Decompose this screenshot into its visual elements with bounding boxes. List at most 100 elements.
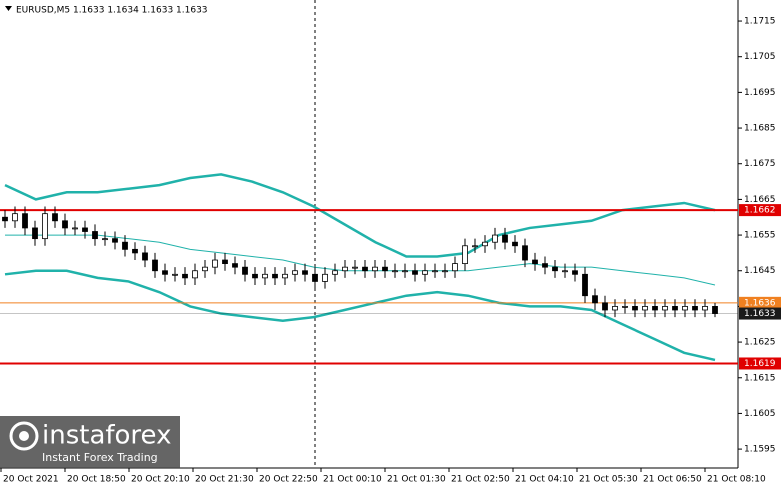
- level-label-box: [739, 357, 781, 370]
- candle-body: [172, 273, 178, 276]
- candle-body: [82, 227, 88, 232]
- y-tick-label: 1.1715: [744, 17, 776, 27]
- candle-body: [582, 273, 588, 297]
- x-tick-label: 20 Oct 20:10: [131, 475, 190, 485]
- candle-body: [502, 234, 508, 243]
- candle-body: [472, 245, 478, 248]
- candle-body: [32, 227, 38, 240]
- candle-body: [392, 270, 398, 273]
- candle-body: [92, 231, 98, 240]
- candle-body: [372, 266, 378, 272]
- candle-body: [672, 306, 678, 311]
- candle-body: [682, 306, 688, 311]
- candle-body: [712, 306, 718, 314]
- candle-body: [702, 306, 708, 311]
- level-label: 1.1636: [744, 298, 776, 308]
- candle-body: [512, 241, 518, 247]
- bollinger-band: [5, 234, 716, 286]
- candle-body: [462, 245, 468, 265]
- candle-body: [362, 266, 368, 272]
- candle-body: [132, 248, 138, 254]
- candle-body: [212, 259, 218, 268]
- candle-body: [342, 266, 348, 272]
- candle-body: [442, 270, 448, 273]
- y-tick-label: 1.1675: [744, 159, 776, 169]
- candle-body: [192, 270, 198, 279]
- y-tick-label: 1.1695: [744, 88, 776, 98]
- y-tick-label: 1.1625: [744, 338, 776, 348]
- candle-body: [572, 270, 578, 275]
- candle-body: [202, 266, 208, 272]
- y-tick-label: 1.1655: [744, 231, 776, 241]
- candle-body: [432, 270, 438, 273]
- candle-body: [612, 306, 618, 311]
- watermark-logo: [9, 421, 39, 451]
- candle-body: [562, 270, 568, 273]
- candle-body: [232, 263, 238, 268]
- candle-body: [632, 306, 638, 311]
- y-tick-label: 1.1615: [744, 373, 776, 383]
- y-tick-label: 1.1605: [744, 409, 776, 419]
- candle-body: [592, 295, 598, 304]
- candle-body: [242, 266, 248, 275]
- x-tick-label: 21 Oct 02:50: [451, 475, 510, 485]
- y-tick-label: 1.1645: [744, 266, 776, 276]
- candle-body: [622, 306, 628, 308]
- y-tick-label: 1.1595: [744, 445, 776, 455]
- candle-body: [282, 273, 288, 279]
- candle-body: [652, 306, 658, 311]
- candle-body: [492, 234, 498, 243]
- candle-body: [522, 245, 528, 261]
- level-label: 1.1619: [744, 359, 776, 369]
- watermark-tagline: Instant Forex Trading: [42, 451, 158, 464]
- candle-body: [42, 213, 48, 240]
- candle-body: [142, 252, 148, 261]
- candle-body: [262, 273, 268, 279]
- x-tick-label: 21 Oct 00:10: [323, 475, 382, 485]
- candle-body: [312, 273, 318, 282]
- x-tick-label: 20 Oct 18:50: [67, 475, 126, 485]
- candle-body: [322, 273, 328, 282]
- candle-body: [482, 241, 488, 247]
- candle-body: [532, 259, 538, 265]
- y-tick-label: 1.1665: [744, 195, 776, 205]
- level-label: 1.1633: [744, 309, 776, 319]
- candle-body: [72, 227, 78, 230]
- candle-body: [382, 266, 388, 272]
- menu-arrow[interactable]: [5, 6, 12, 11]
- candle-body: [12, 213, 18, 222]
- candle-body: [162, 270, 168, 275]
- candle-body: [452, 263, 458, 272]
- x-tick-label: 21 Oct 08:10: [707, 475, 766, 485]
- candle-body: [692, 306, 698, 311]
- chart-title: EURUSD,M5 1.1633 1.1634 1.1633 1.1633: [16, 6, 208, 16]
- candle-body: [182, 273, 188, 279]
- candle-body: [122, 241, 128, 250]
- candle-body: [552, 266, 558, 272]
- x-tick-label: 21 Oct 01:30: [387, 475, 446, 485]
- candle-body: [2, 216, 8, 222]
- watermark-brand: instaforex: [42, 421, 171, 451]
- level-label-box: [739, 204, 781, 217]
- bollinger-band: [4, 173, 716, 258]
- candle-body: [642, 306, 648, 311]
- level-label: 1.1662: [744, 206, 776, 216]
- candle-body: [402, 270, 408, 273]
- candle-body: [292, 270, 298, 275]
- x-tick-label: 21 Oct 06:50: [643, 475, 702, 485]
- candle-body: [52, 213, 58, 222]
- candle-body: [222, 259, 228, 265]
- candle-body: [662, 306, 668, 311]
- candle-body: [412, 270, 418, 275]
- candle-body: [152, 259, 158, 272]
- candle-body: [252, 273, 258, 279]
- candle-body: [112, 238, 118, 243]
- candle-body: [332, 270, 338, 275]
- y-tick-label: 1.1705: [744, 52, 776, 62]
- candle-body: [542, 263, 548, 268]
- candle-body: [22, 213, 28, 229]
